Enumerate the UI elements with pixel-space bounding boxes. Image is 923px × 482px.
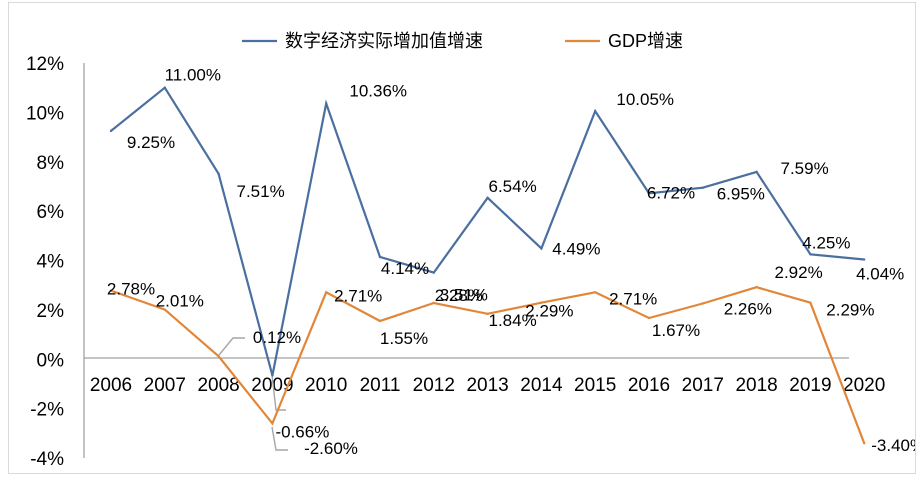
data-label-digital-economy: 6.72% [647, 183, 695, 202]
x-tick-label: 2006 [90, 375, 132, 396]
data-label-gdp: 1.55% [380, 329, 428, 348]
x-tick-label: 2012 [413, 375, 455, 396]
data-label-digital-economy: 4.49% [552, 239, 600, 258]
data-label-gdp: -2.60% [304, 439, 358, 458]
data-label-digital-economy: 9.25% [127, 133, 175, 152]
data-label-gdp: 1.67% [652, 321, 700, 340]
x-tick-label: 2008 [197, 375, 239, 396]
data-point [594, 291, 597, 294]
data-point [378, 255, 382, 259]
data-point [863, 441, 866, 445]
x-axis-ticks: 2006 2007 2008 2009 2010 2011 2012 2013 2014 2015… [90, 375, 885, 396]
data-point [701, 302, 704, 305]
data-label-digital-economy: 3.51% [440, 286, 488, 305]
x-tick-label: 2013 [466, 375, 508, 396]
x-tick-label: 2019 [789, 375, 831, 396]
data-point [163, 86, 166, 89]
data-point [217, 172, 220, 176]
data-label-gdp: 2.71% [609, 289, 657, 308]
y-tick-label: 4% [37, 252, 65, 273]
y-axis-ticks: 12% 10% 8% 6% 4% 2% 0% -2% -4% [26, 54, 64, 470]
y-tick-label: -2% [30, 400, 64, 421]
data-label-gdp: 0.12% [253, 328, 301, 347]
x-tick-label: 2015 [574, 375, 616, 396]
x-tick-label: 2007 [144, 375, 186, 396]
data-point [432, 301, 435, 305]
y-tick-label: 12% [26, 54, 64, 75]
data-point [271, 374, 274, 377]
y-tick-label: 0% [37, 350, 65, 371]
data-point [325, 102, 328, 105]
data-point [109, 129, 113, 133]
data-point [217, 355, 220, 358]
data-point [271, 422, 274, 425]
data-label-gdp: 2.29% [826, 301, 874, 320]
data-label-digital-economy: 11.00% [165, 66, 221, 85]
data-point [755, 285, 758, 289]
data-point [378, 319, 382, 323]
legend: 数字经济实际增加值增速 GDP增速 [242, 31, 683, 51]
data-point [486, 312, 489, 316]
y-tick-label: 2% [37, 301, 65, 322]
x-tick-label: 2010 [305, 375, 347, 396]
data-label-gdp: 2.29% [525, 302, 573, 321]
data-label-digital-economy: 10.36% [349, 81, 407, 100]
legend-label-gdp: GDP增速 [608, 31, 683, 51]
data-label-gdp: 1.84% [488, 311, 536, 330]
data-label-digital-economy: 7.59% [780, 159, 828, 178]
data-label-digital-economy: 4.14% [381, 259, 429, 278]
legend-label-digital-economy: 数字经济实际增加值增速 [285, 31, 483, 51]
data-label-gdp: -3.40% [871, 436, 915, 455]
leader-line [271, 374, 286, 411]
x-tick-label: 2011 [360, 375, 401, 396]
data-point [109, 289, 113, 292]
y-tick-label: 10% [26, 103, 64, 124]
x-tick-label: 2018 [735, 375, 777, 396]
data-point [540, 301, 543, 304]
data-point [863, 258, 866, 261]
data-label-gdp: 2.01% [156, 292, 204, 311]
data-point [647, 316, 651, 320]
y-tick-label: -4% [30, 449, 64, 470]
data-label-gdp: 2.92% [774, 263, 822, 282]
leader-line [218, 337, 245, 356]
chart-frame: 数字经济实际增加值增速 GDP增速 12% 10% 8% 6% 4% 2% 0% -2% -4%… [8, 2, 916, 474]
x-tick-label: 2017 [682, 375, 724, 396]
data-point [540, 247, 543, 250]
data-label-digital-economy: 10.05% [616, 90, 674, 109]
x-tick-label: 2014 [520, 375, 563, 396]
data-point [163, 308, 166, 311]
data-label-digital-economy: 6.54% [488, 177, 536, 196]
y-tick-label: 8% [37, 153, 65, 174]
data-label-gdp: 2.26% [724, 299, 772, 318]
x-tick-label: 2020 [843, 375, 885, 396]
data-label-digital-economy: -0.66% [275, 423, 329, 442]
line-chart: 数字经济实际增加值增速 GDP增速 12% 10% 8% 6% 4% 2% 0% -2% -4%… [26, 31, 915, 470]
data-label-gdp: 2.28% [435, 286, 483, 305]
series-line-digital-economy [110, 86, 865, 376]
data-point [594, 109, 597, 113]
data-label-digital-economy: 4.04% [856, 265, 904, 284]
data-label-digital-economy: 6.95% [717, 185, 765, 204]
leader-lines [218, 337, 288, 451]
data-labels: 9.25% 11.00% 7.51% -0.66% 10.36% 4.14% 3.51% 6.… [107, 66, 915, 458]
data-label-gdp: 2.71% [334, 286, 382, 305]
y-tick-label: 6% [37, 202, 65, 223]
x-tick-label: 2009 [251, 375, 293, 396]
data-label-digital-economy: 7.51% [236, 182, 284, 201]
data-point [432, 271, 435, 274]
data-point [486, 196, 489, 199]
leader-line [271, 426, 288, 451]
data-point [647, 192, 651, 195]
x-tick-label: 2016 [628, 375, 670, 396]
data-point [809, 301, 812, 304]
data-point [701, 186, 704, 189]
data-point [809, 253, 812, 256]
data-label-digital-economy: 4.25% [802, 233, 850, 252]
data-point [325, 291, 328, 294]
data-label-gdp: 2.78% [107, 280, 155, 299]
data-point [755, 170, 758, 174]
series-lines [109, 86, 866, 445]
